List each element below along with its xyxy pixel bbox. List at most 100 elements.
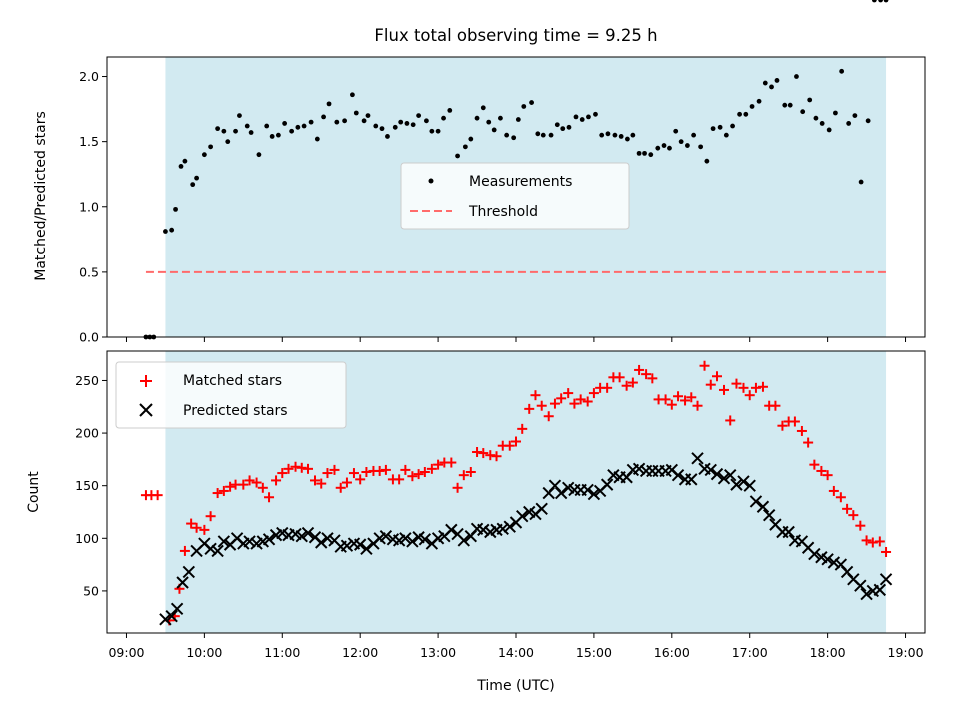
measurement-point bbox=[435, 128, 441, 134]
measurement-point bbox=[826, 127, 832, 133]
matched-star-point bbox=[225, 481, 236, 492]
matched-star-point bbox=[244, 475, 255, 486]
predicted-star-point bbox=[717, 472, 731, 485]
predicted-star-point bbox=[211, 544, 224, 558]
measurement-point bbox=[833, 110, 838, 116]
predicted-stars-series bbox=[159, 452, 893, 626]
predicted-star-point bbox=[165, 609, 178, 623]
matched-star-point bbox=[361, 467, 372, 478]
measurement-point bbox=[548, 132, 554, 138]
x-tick-label: 19:00 bbox=[888, 645, 924, 660]
matched-star-point bbox=[588, 388, 599, 399]
matched-star-point bbox=[602, 382, 613, 393]
matched-star-point bbox=[789, 416, 800, 427]
x-tick-label: 10:00 bbox=[186, 645, 222, 660]
measurement-point bbox=[630, 132, 636, 138]
measurement-point bbox=[511, 135, 517, 141]
measurement-point bbox=[314, 136, 320, 142]
predicted-star-point bbox=[821, 553, 834, 566]
predicted-star-point bbox=[704, 463, 717, 477]
measurement-point bbox=[636, 150, 642, 156]
top-y-tick-label: 0.0 bbox=[79, 330, 99, 345]
matched-star-point bbox=[881, 546, 892, 557]
legend-measurements-marker bbox=[428, 178, 434, 184]
matched-star-point bbox=[257, 482, 268, 493]
measurement-point bbox=[151, 334, 157, 340]
bottom-y-tick-label: 100 bbox=[75, 531, 99, 546]
measurement-point bbox=[225, 139, 231, 145]
matched-star-point bbox=[407, 471, 418, 482]
measurement-point bbox=[515, 117, 521, 122]
matched-star-point bbox=[744, 390, 755, 401]
matched-star-point bbox=[218, 485, 229, 496]
matched-star-point bbox=[316, 478, 327, 489]
predicted-star-point bbox=[600, 478, 614, 491]
measurement-point bbox=[410, 122, 416, 128]
matched-star-point bbox=[530, 390, 541, 401]
matched-star-point bbox=[238, 479, 249, 490]
matched-star-point bbox=[543, 411, 554, 422]
predicted-star-point bbox=[737, 475, 750, 488]
matched-star-point bbox=[627, 377, 638, 388]
x-tick-label: 14:00 bbox=[498, 645, 534, 660]
matched-star-point bbox=[666, 399, 677, 410]
predicted-star-point bbox=[756, 500, 770, 513]
matched-star-point bbox=[465, 467, 476, 478]
measurement-point bbox=[455, 153, 460, 159]
measurement-point bbox=[447, 107, 453, 113]
x-tick-label: 15:00 bbox=[576, 645, 612, 660]
measurement-point bbox=[883, 0, 889, 3]
x-tick-label: 17:00 bbox=[732, 645, 768, 660]
x-tick-label: 13:00 bbox=[420, 645, 456, 660]
matched-star-point bbox=[673, 391, 684, 402]
matched-star-point bbox=[413, 469, 424, 480]
matched-star-point bbox=[848, 510, 859, 521]
measurement-point bbox=[201, 152, 207, 158]
matched-star-point bbox=[264, 492, 275, 503]
measurement-point bbox=[566, 124, 572, 130]
measurement-point bbox=[878, 0, 883, 3]
measurement-point bbox=[865, 118, 871, 124]
predicted-star-point bbox=[587, 487, 601, 501]
measurement-point bbox=[593, 111, 598, 117]
matched-star-point bbox=[290, 461, 301, 472]
matched-star-point bbox=[419, 467, 430, 478]
matched-star-point bbox=[310, 475, 321, 486]
bottom-y-axis-label: Count bbox=[26, 471, 42, 513]
measurement-point bbox=[871, 0, 877, 3]
matched-star-point bbox=[517, 423, 528, 434]
predicted-star-point bbox=[854, 579, 867, 592]
measurement-point bbox=[655, 145, 661, 151]
legend-predicted-label: Predicted stars bbox=[183, 403, 288, 419]
measurement-point bbox=[182, 158, 188, 164]
measurement-point bbox=[248, 130, 254, 135]
measurement-point bbox=[642, 150, 647, 156]
matched-star-point bbox=[458, 470, 469, 481]
predicted-star-point bbox=[749, 495, 763, 508]
top-y-axis: 0.0 0.5 1.0 1.5 2.0 bbox=[79, 69, 107, 345]
measurement-point bbox=[749, 104, 755, 109]
predicted-star-point bbox=[762, 508, 776, 522]
measurement-point bbox=[769, 84, 774, 90]
measurement-point bbox=[385, 134, 390, 139]
top-y-tick-label: 1.0 bbox=[79, 199, 99, 214]
measurement-point bbox=[762, 80, 768, 86]
measurement-point bbox=[244, 123, 250, 129]
predicted-star-point bbox=[445, 523, 458, 537]
measurement-point bbox=[774, 78, 780, 83]
matched-star-point bbox=[191, 522, 202, 533]
measurement-point bbox=[350, 92, 355, 98]
predicted-star-point bbox=[159, 613, 172, 626]
measurement-point bbox=[813, 115, 819, 121]
x-tick-label: 09:00 bbox=[108, 645, 144, 660]
measurement-point bbox=[264, 123, 270, 129]
measurement-point bbox=[194, 175, 199, 181]
matched-star-point bbox=[426, 463, 437, 474]
predicted-star-point bbox=[379, 529, 393, 543]
matched-star-point bbox=[504, 440, 515, 451]
top-y-tick-label: 1.5 bbox=[79, 134, 99, 149]
matched-star-point bbox=[842, 503, 853, 514]
measurement-point bbox=[441, 115, 446, 121]
measurement-point bbox=[275, 132, 281, 138]
